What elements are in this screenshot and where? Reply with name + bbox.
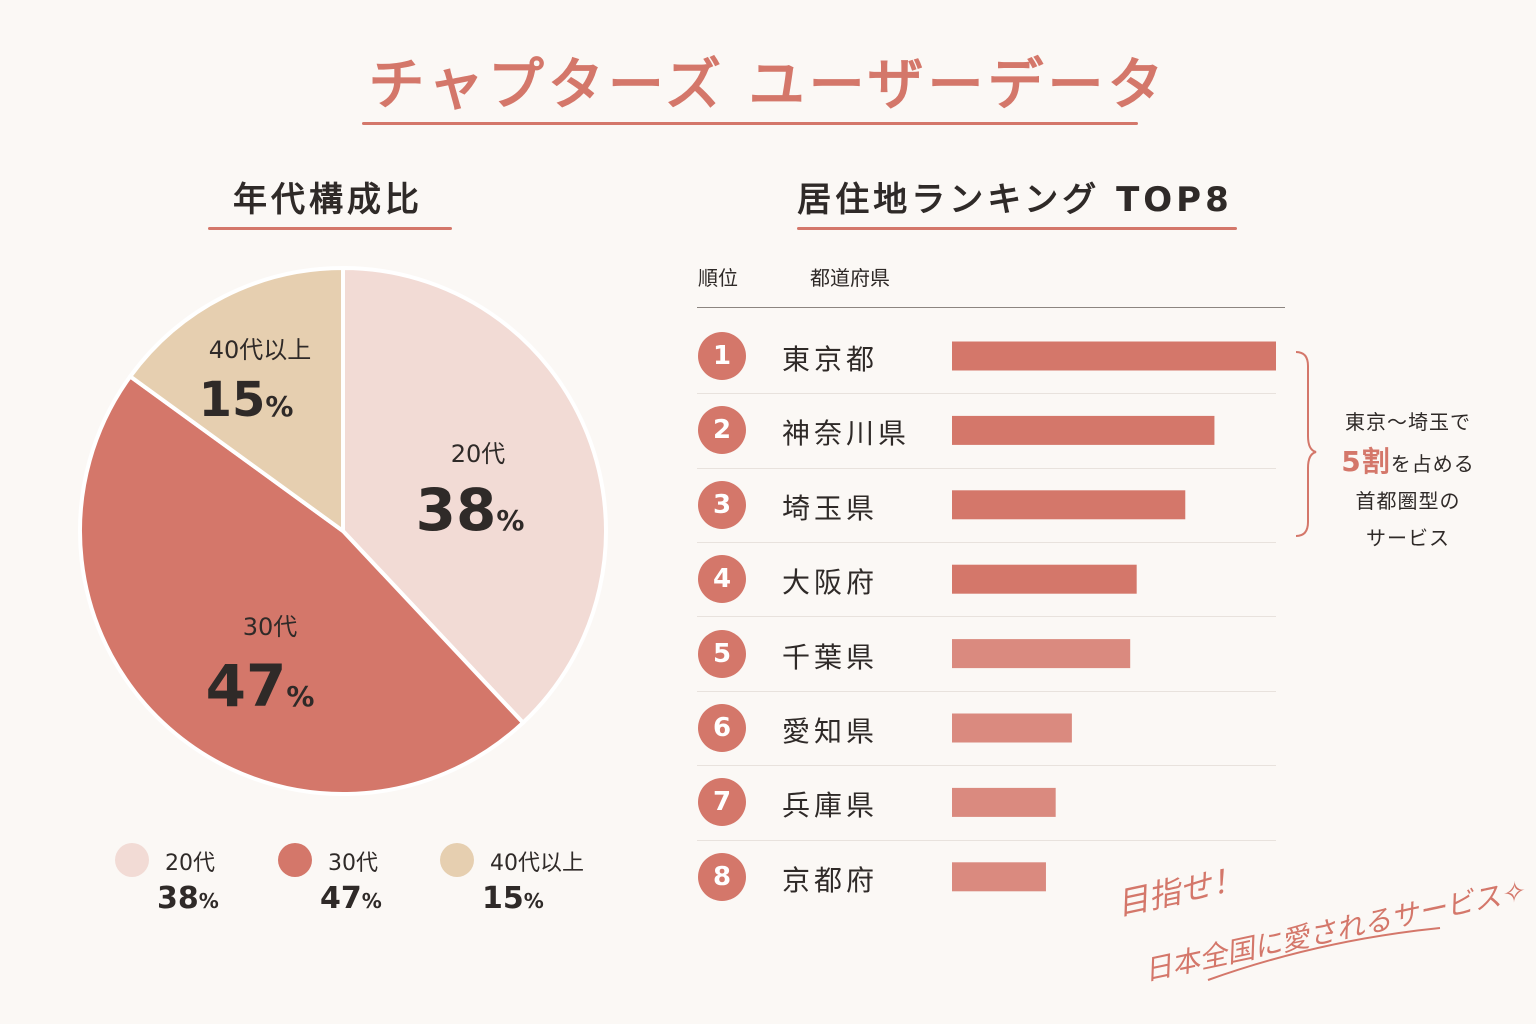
page-title: チャプターズ ユーザーデータ — [368, 53, 1168, 118]
rank-badge: 6 — [698, 704, 746, 752]
col-header-rank: 順位 — [698, 266, 738, 290]
legend-swatch — [115, 843, 149, 877]
legend-item-1: 20代 38% — [115, 843, 295, 923]
note-strong: 5割 — [1341, 445, 1391, 478]
rank-bar-1 — [952, 341, 1276, 371]
rank-prefecture-label: 京都府 — [782, 863, 879, 897]
rank-badge: 7 — [698, 778, 746, 827]
pie-label-2: 30代 — [243, 613, 298, 641]
note-line4: サービス — [1366, 526, 1450, 550]
row-divider — [697, 616, 1276, 618]
age-section-title: 年代構成比 — [233, 180, 423, 220]
note-line3: 首都圏型の — [1355, 489, 1461, 513]
pie-label-1: 20代 — [451, 440, 506, 468]
rank-badge: 5 — [698, 629, 746, 678]
pie-value-1: 38% — [416, 476, 525, 544]
pie-slice-2 — [78, 373, 526, 796]
rank-bar-6 — [952, 713, 1072, 743]
age-pie-chart: 20代 38% 30代 47% 40代以上 15% — [78, 265, 608, 796]
handwritten-line1: 目指せ！ — [1113, 859, 1247, 924]
row-divider — [697, 393, 1276, 395]
rank-bar-3 — [952, 490, 1186, 520]
row-divider — [697, 765, 1276, 767]
pie-slice-1 — [341, 265, 608, 726]
legend-swatch — [440, 843, 474, 877]
header-rule — [697, 307, 1285, 308]
col-header-pref: 都道府県 — [810, 266, 890, 290]
legend-item-2: 30代 47% — [278, 843, 458, 923]
legend-label: 40代以上 — [490, 851, 584, 876]
rank-bar-5 — [952, 639, 1131, 669]
pie-value-2: 47% — [206, 652, 315, 720]
legend-swatch — [278, 843, 312, 877]
legend-label: 20代 — [165, 851, 215, 876]
legend-value: 47% — [320, 881, 382, 916]
rank-badge: 3 — [698, 480, 746, 529]
rank-badge: 4 — [698, 555, 746, 604]
pie-value-3: 15% — [199, 372, 294, 428]
rank-badge: 1 — [698, 332, 746, 380]
rank-prefecture-label: 東京都 — [782, 343, 879, 376]
rank-section-underline — [797, 227, 1237, 230]
row-divider — [697, 690, 1276, 692]
rank-prefecture-label: 埼玉県 — [782, 491, 879, 525]
rank-bar-7 — [952, 787, 1056, 817]
rank-prefecture-label: 愛知県 — [782, 715, 879, 748]
legend-value: 38% — [157, 881, 219, 916]
row-divider — [697, 467, 1276, 469]
rank-bar-4 — [952, 564, 1137, 594]
rank-bar-8 — [952, 862, 1046, 892]
pie-label-3: 40代以上 — [209, 336, 312, 364]
note-line2: 5割を占める — [1318, 440, 1498, 480]
legend-value: 15% — [482, 881, 544, 916]
rank-bar-2 — [952, 415, 1215, 445]
rank-badge: 8 — [698, 852, 746, 901]
rank-prefecture-label: 大阪府 — [782, 566, 879, 600]
rank-section-title: 居住地ランキング TOP8 — [797, 180, 1233, 220]
row-divider — [697, 839, 1276, 841]
note-line2-rest: を占める — [1390, 452, 1475, 476]
row-divider — [697, 542, 1276, 543]
legend-label: 30代 — [328, 851, 378, 876]
rank-prefecture-label: 兵庫県 — [782, 789, 879, 823]
title-underline — [362, 122, 1138, 125]
age-section-underline — [208, 227, 452, 230]
rank-prefecture-label: 神奈川県 — [782, 417, 911, 451]
legend-item-3: 40代以上 15% — [440, 843, 620, 923]
note-line1: 東京〜埼玉で — [1345, 410, 1471, 434]
pie-slice-3 — [127, 265, 345, 535]
rank-prefecture-label: 千葉県 — [782, 640, 879, 674]
rank-badge: 2 — [698, 406, 746, 455]
